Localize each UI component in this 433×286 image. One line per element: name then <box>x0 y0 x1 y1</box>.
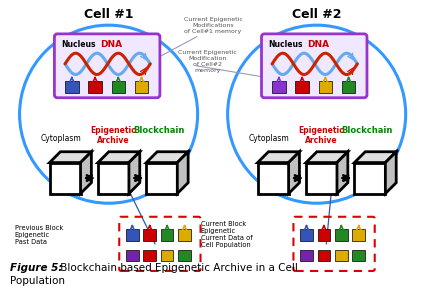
Text: Current Epigenetic
Modifications
of Cell#1 memory: Current Epigenetic Modifications of Cell… <box>184 17 242 34</box>
Bar <box>352 229 365 241</box>
Text: Cell #1: Cell #1 <box>84 8 133 21</box>
Text: Previous Block
Epigenetic
Past Data: Previous Block Epigenetic Past Data <box>15 225 63 245</box>
Bar <box>143 250 156 261</box>
Polygon shape <box>354 152 396 162</box>
Bar <box>272 81 286 93</box>
Polygon shape <box>306 162 337 194</box>
FancyBboxPatch shape <box>55 34 160 98</box>
Bar <box>300 229 313 241</box>
Polygon shape <box>385 152 396 194</box>
Text: Nucleus: Nucleus <box>61 40 96 49</box>
Bar <box>319 81 332 93</box>
Bar <box>143 229 156 241</box>
Bar <box>126 229 139 241</box>
Text: DNA: DNA <box>100 40 122 49</box>
Bar <box>126 250 139 261</box>
Polygon shape <box>306 152 348 162</box>
Text: Nucleus: Nucleus <box>268 40 303 49</box>
Polygon shape <box>258 162 289 194</box>
Text: Epigenetic
Archive: Epigenetic Archive <box>299 126 344 145</box>
Polygon shape <box>98 152 140 162</box>
Bar <box>135 81 148 93</box>
Bar <box>65 81 79 93</box>
Text: Cytoplasm: Cytoplasm <box>249 134 290 142</box>
Bar <box>112 81 125 93</box>
Bar <box>335 229 348 241</box>
Text: DNA: DNA <box>307 40 329 49</box>
Text: Blockchain: Blockchain <box>133 126 184 135</box>
Text: Blockchain based Epigenetic Archive in a Cell: Blockchain based Epigenetic Archive in a… <box>57 263 298 273</box>
Text: Figure 5:: Figure 5: <box>10 263 62 273</box>
Polygon shape <box>146 162 177 194</box>
Polygon shape <box>98 162 129 194</box>
Polygon shape <box>81 152 91 194</box>
Bar <box>178 229 191 241</box>
Text: Population: Population <box>10 276 65 286</box>
Polygon shape <box>146 152 188 162</box>
Polygon shape <box>289 152 300 194</box>
Bar <box>178 250 191 261</box>
Bar <box>352 250 365 261</box>
Bar <box>342 81 355 93</box>
Polygon shape <box>258 152 300 162</box>
Text: Current Block
Epigenetic
Current Data of
Cell Population: Current Block Epigenetic Current Data of… <box>200 221 252 248</box>
Bar <box>318 250 330 261</box>
Text: Cell #2: Cell #2 <box>292 8 341 21</box>
FancyBboxPatch shape <box>262 34 367 98</box>
Polygon shape <box>49 162 81 194</box>
Text: Cytoplasm: Cytoplasm <box>41 134 81 142</box>
Text: Blockchain: Blockchain <box>341 126 393 135</box>
Bar <box>161 229 174 241</box>
Polygon shape <box>129 152 140 194</box>
Bar <box>300 250 313 261</box>
Polygon shape <box>354 162 385 194</box>
Text: Current Epigenetic
Modification
of Cell#2
memory: Current Epigenetic Modification of Cell#… <box>178 50 237 73</box>
Polygon shape <box>49 152 91 162</box>
Bar <box>295 81 309 93</box>
Polygon shape <box>337 152 348 194</box>
Bar <box>318 229 330 241</box>
Polygon shape <box>177 152 188 194</box>
Text: Epigenetic
Archive: Epigenetic Archive <box>90 126 136 145</box>
Bar <box>88 81 102 93</box>
Bar <box>335 250 348 261</box>
Bar <box>161 250 174 261</box>
